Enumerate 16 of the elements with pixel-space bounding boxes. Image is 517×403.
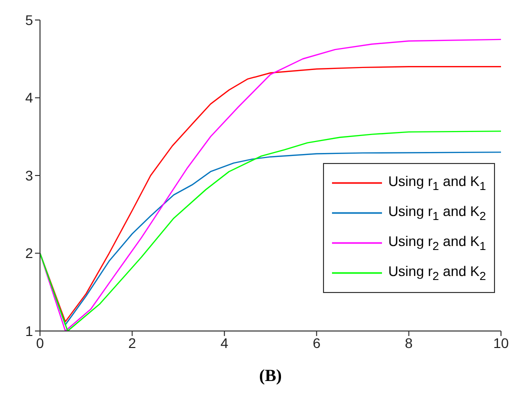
y-tick-label: 2 [25,245,34,262]
y-tick-label: 5 [25,12,34,28]
x-tick-label: 10 [493,334,509,351]
x-tick-label: 6 [312,334,321,351]
legend-label: Using r$_{2}$ and K$_{2}$ [388,263,486,283]
x-tick-label: 2 [128,334,136,351]
legend-label: Using r$_{2}$ and K$_{1}$ [388,233,486,253]
legend-label: Using r$_{1}$ and K$_{2}$ [388,203,486,223]
x-tick-label: 4 [220,334,228,351]
y-tick-label: 3 [25,167,34,184]
x-tick-label: 0 [36,334,44,351]
legend-label: Using r$_{1}$ and K$_{1}$ [388,173,486,193]
x-axis-title: (B) [259,366,282,385]
y-tick-label: 4 [25,90,34,106]
y-tick-label: 1 [25,322,34,339]
x-tick-label: 8 [404,334,413,351]
